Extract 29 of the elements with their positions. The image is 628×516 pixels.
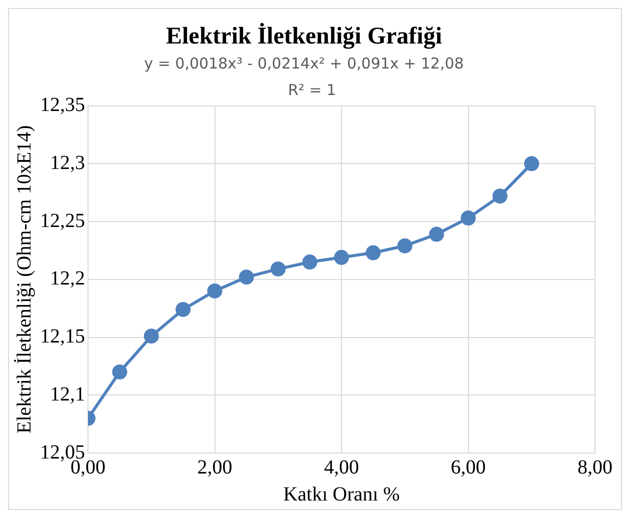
y-axis-title: Elektrik İletkenliği (Ohm-cm 10xE14): [13, 125, 36, 434]
point: [366, 245, 381, 260]
x-tick-label: 6,00: [450, 456, 486, 478]
point: [334, 250, 349, 265]
point: [207, 283, 222, 298]
point: [524, 156, 540, 172]
point: [270, 261, 286, 276]
x-tick-label: 2,00: [197, 456, 232, 478]
point: [302, 254, 318, 270]
point: [492, 188, 508, 204]
point: [397, 238, 412, 254]
y-tick-label: 12,1: [50, 383, 85, 406]
y-tick-label: 12,15: [40, 326, 85, 348]
point: [238, 270, 254, 285]
x-axis-title: Katkı Oranı %: [283, 483, 400, 506]
point: [429, 226, 444, 242]
point: [144, 328, 159, 344]
point: [112, 364, 128, 380]
y-tick-label: 12,3: [50, 152, 85, 174]
chart-subtitle: y = 0,0018x³ - 0,0214x² + 0,091x + 12,08: [144, 54, 464, 73]
text: R² = 1: [288, 81, 336, 99]
point: [460, 210, 476, 226]
x-tick-label: 8,00: [578, 456, 612, 478]
y-tick-label: 12,2: [50, 268, 85, 290]
y-tick-label: 12,35: [40, 94, 85, 116]
y-tick-label: 12,25: [40, 210, 85, 232]
x-tick-label: 4,00: [324, 456, 359, 478]
point: [176, 302, 191, 317]
chart-title: Elektrik İletkenliği Grafiği: [166, 22, 442, 50]
